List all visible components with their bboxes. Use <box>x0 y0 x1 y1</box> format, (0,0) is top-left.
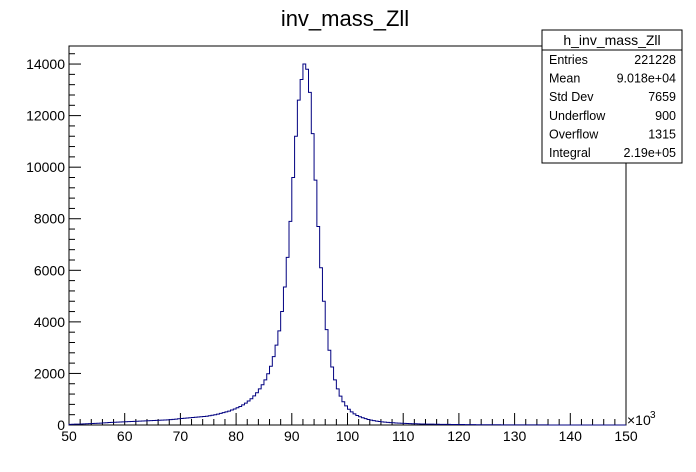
x-tick-label: 80 <box>228 428 244 444</box>
x-tick-label: 130 <box>503 428 527 444</box>
x-tick-label: 120 <box>447 428 471 444</box>
stats-row-label: Entries <box>549 53 588 67</box>
x-tick-label: 60 <box>117 428 133 444</box>
y-tick-label: 0 <box>57 417 65 433</box>
histogram-line <box>68 63 626 426</box>
x-tick-label: 110 <box>392 428 415 444</box>
stats-row-label: Std Dev <box>549 90 594 104</box>
y-tick-label: 6000 <box>34 262 65 278</box>
stats-rows: Entries 221228 Mean 9.018e+04 Std Dev 7659 Und… <box>549 53 676 160</box>
chart-title: inv_mass_Zll <box>281 6 409 31</box>
stats-row-value: 1315 <box>648 127 676 141</box>
x-exponent-power: 3 <box>650 410 656 421</box>
x-tick-label: 70 <box>173 428 189 444</box>
stats-row-label: Overflow <box>549 127 599 141</box>
x-axis-exponent: ×10 3 <box>627 410 656 428</box>
y-tick-label: 12000 <box>26 108 65 124</box>
x-exponent-base: ×10 <box>627 412 651 428</box>
stats-row-value: 900 <box>655 109 676 123</box>
stats-row-label: Mean <box>549 72 580 86</box>
x-axis: 50 60 70 80 90 100 110 120 130 140 150 <box>61 413 638 444</box>
stats-box-frame <box>541 29 683 164</box>
stats-row-value: 9.018e+04 <box>617 72 676 86</box>
x-tick-label: 50 <box>61 428 77 444</box>
stats-row-value: 7659 <box>648 90 676 104</box>
y-tick-label: 2000 <box>34 365 65 381</box>
x-tick-label: 150 <box>614 428 638 444</box>
y-axis: 0 2000 4000 6000 8000 10000 12000 14000 <box>26 53 81 433</box>
stats-row-label: Integral <box>549 146 591 160</box>
y-tick-label: 14000 <box>26 56 65 72</box>
y-tick-label: 8000 <box>34 211 65 227</box>
stats-box-name: h_inv_mass_Zll <box>563 32 660 48</box>
x-tick-label: 140 <box>559 428 583 444</box>
stats-row-label: Underflow <box>549 109 606 123</box>
stats-box: h_inv_mass_Zll Entries 221228 Mean 9.018e+0… <box>541 29 683 164</box>
x-tick-label: 100 <box>336 428 360 444</box>
stats-row-value: 2.19e+05 <box>624 146 677 160</box>
y-tick-label: 4000 <box>34 314 65 330</box>
x-tick-label: 90 <box>284 428 300 444</box>
y-tick-label: 10000 <box>26 159 65 175</box>
stats-row-value: 221228 <box>634 53 676 67</box>
